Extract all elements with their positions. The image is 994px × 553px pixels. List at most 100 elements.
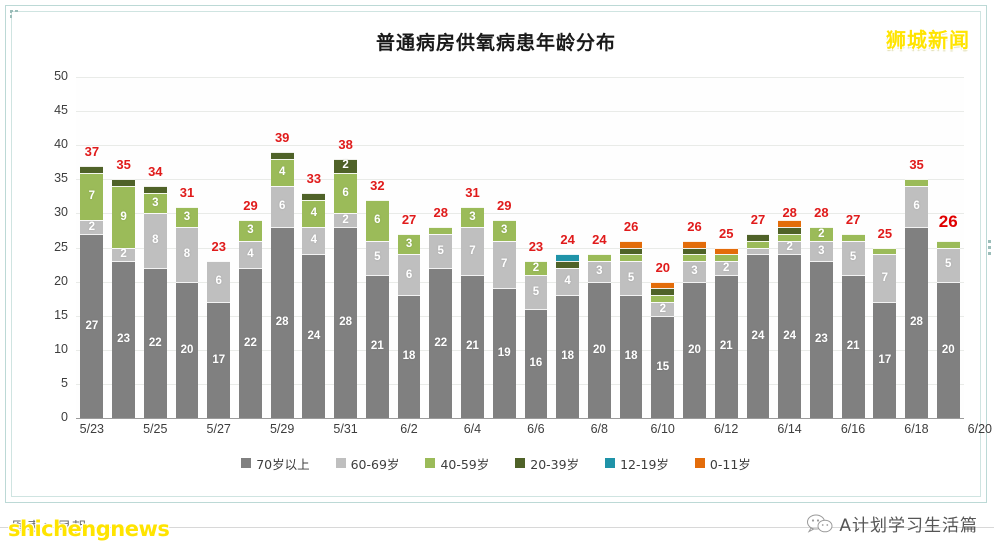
bar-segment[interactable]: 2 <box>651 302 675 316</box>
bar-segment[interactable]: 4 <box>270 158 294 187</box>
stacked-bar[interactable]: 11124 <box>746 233 770 418</box>
bar-segment[interactable]: 2 <box>809 227 833 241</box>
bar-slot[interactable]: 261520 <box>932 77 964 418</box>
bar-slot[interactable]: 24 1 3 20 <box>584 77 616 418</box>
bar-segment[interactable]: 2 <box>80 220 104 234</box>
bar-segment[interactable]: 20 <box>936 281 960 418</box>
bar-segment[interactable]: 4 <box>302 227 326 255</box>
bar-segment[interactable]: 1 <box>714 254 738 262</box>
stacked-bar[interactable]: 3 6 18 <box>397 233 421 418</box>
bar-slot[interactable]: 38 2 6 2 28 <box>330 77 362 418</box>
bar-segment[interactable]: 1 <box>873 247 897 255</box>
bar-segment[interactable]: 1 <box>778 233 802 241</box>
stacked-bar[interactable]: 111215 <box>651 281 675 418</box>
bar-segment[interactable]: 19 <box>492 288 516 418</box>
stacked-bar[interactable]: 1 3 8 22 <box>143 186 167 418</box>
bar-segment[interactable]: 1 <box>746 233 770 241</box>
bar-segment[interactable]: 1 <box>112 179 135 187</box>
bar-segment[interactable]: 1 <box>778 220 802 228</box>
bar-segment[interactable]: 23 <box>112 261 135 418</box>
bar-segment[interactable]: 1 <box>556 254 580 262</box>
bar-segment[interactable]: 2 <box>112 247 135 262</box>
stacked-bar[interactable]: 2 6 2 28 <box>334 158 358 418</box>
bar-segment[interactable]: 5 <box>619 261 643 296</box>
bar-slot[interactable]: 29 3 4 22 <box>235 77 267 418</box>
bar-segment[interactable]: 24 <box>778 254 802 418</box>
stacked-bar[interactable]: 111224 <box>778 220 802 418</box>
bar-segment[interactable]: 5 <box>936 247 960 282</box>
stacked-bar[interactable]: 1 4 6 28 <box>270 152 294 418</box>
bar-segment[interactable]: 22 <box>143 267 167 418</box>
bar-segment[interactable]: 5 <box>841 240 865 275</box>
stacked-bar[interactable]: 1628 <box>905 179 928 418</box>
legend-item-6[interactable]: 0-11岁 <box>694 454 751 473</box>
bar-segment[interactable]: 3 <box>492 220 516 241</box>
bar-slot[interactable]: 2511221 <box>710 77 742 418</box>
bar-segment[interactable]: 22 <box>239 267 262 418</box>
stacked-bar[interactable]: 1522 <box>429 227 453 418</box>
bar-segment[interactable]: 1 <box>587 254 611 262</box>
stacked-bar[interactable]: 3 7 21 <box>461 206 484 418</box>
bar-segment[interactable]: 18 <box>397 295 421 418</box>
stacked-bar[interactable]: 111320 <box>683 240 706 418</box>
bar-slot[interactable]: 35 1 9 2 23 <box>108 77 140 418</box>
bar-segment[interactable]: 22 <box>429 267 453 418</box>
bar-segment[interactable]: 2 <box>778 240 802 255</box>
legend-item-1[interactable]: 70岁以上 <box>241 454 310 473</box>
bar-slot[interactable]: 23 6 17 <box>203 77 235 418</box>
bar-segment[interactable]: 3 <box>397 233 421 255</box>
bar-slot[interactable]: 29 3 7 19 <box>488 77 520 418</box>
bar-segment[interactable]: 27 <box>80 233 104 418</box>
stacked-bar[interactable]: 1 7 2 27 <box>80 165 104 418</box>
bar-segment[interactable]: 18 <box>619 295 643 418</box>
bar-segment[interactable]: 1 <box>143 186 167 193</box>
stacked-bar[interactable]: 1 4 4 24 <box>302 192 326 418</box>
bar-segment[interactable]: 5 <box>524 274 548 309</box>
legend-item-2[interactable]: 60-69岁 <box>335 454 399 473</box>
bar-segment[interactable]: 3 <box>239 220 262 241</box>
bar-segment[interactable]: 3 <box>683 261 706 282</box>
bar-slot[interactable]: 27 3 6 18 <box>393 77 425 418</box>
legend-item-4[interactable]: 20-39岁 <box>515 454 579 473</box>
bar-slot[interactable]: 31 3 7 21 <box>457 77 489 418</box>
legend-item-5[interactable]: 12-19岁 <box>605 454 669 473</box>
bar-segment[interactable]: 20 <box>175 281 199 418</box>
bar-segment[interactable]: 1 <box>556 261 580 268</box>
bar-segment[interactable]: 1 <box>651 281 675 289</box>
bar-segment[interactable]: 6 <box>270 186 294 228</box>
bar-slot[interactable]: 34 1 3 8 22 <box>139 77 171 418</box>
bar-segment[interactable]: 1 <box>302 192 326 200</box>
bar-segment[interactable]: 7 <box>461 227 484 275</box>
stacked-bar[interactable]: 1 9 2 23 <box>112 179 135 418</box>
stacked-bar[interactable]: 2 3 23 <box>809 227 833 418</box>
bar-segment[interactable]: 21 <box>365 274 389 418</box>
stacked-bar[interactable]: 6 17 <box>207 261 231 418</box>
bar-segment[interactable]: 7 <box>80 172 104 221</box>
bar-segment[interactable]: 20 <box>587 281 611 418</box>
bar-segment[interactable]: 8 <box>143 213 167 268</box>
stacked-bar[interactable]: 3 7 19 <box>492 220 516 418</box>
bar-segment[interactable]: 21 <box>714 274 738 418</box>
bar-segment[interactable]: 2 <box>334 213 358 228</box>
bar-segment[interactable]: 28 <box>334 227 358 418</box>
stacked-bar[interactable]: 1521 <box>841 233 865 418</box>
bar-slot[interactable]: 2711124 <box>742 77 774 418</box>
bar-segment[interactable]: 4 <box>302 199 326 228</box>
bar-slot[interactable]: 23 2 5 16 <box>520 77 552 418</box>
bar-segment[interactable]: 1 <box>619 247 643 255</box>
bar-slot[interactable]: 31 3 8 20 <box>171 77 203 418</box>
bar-segment[interactable]: 1 <box>778 227 802 234</box>
bar-segment[interactable]: 1 <box>270 152 294 159</box>
bar-segment[interactable]: 5 <box>365 240 389 275</box>
bar-segment[interactable]: 18 <box>556 295 580 418</box>
bar-segment[interactable]: 24 <box>746 254 770 418</box>
stacked-bar[interactable]: 3 4 22 <box>239 220 262 418</box>
bar-segment[interactable]: 1 <box>651 288 675 296</box>
bar-segment[interactable]: 3 <box>175 206 199 228</box>
bar-segment[interactable]: 6 <box>905 186 928 228</box>
bar-segment[interactable]: 7 <box>492 240 516 289</box>
bar-segment[interactable]: 1 <box>619 254 643 262</box>
bar-segment[interactable]: 1 <box>746 240 770 248</box>
legend-item-3[interactable]: 40-59岁 <box>425 454 489 473</box>
stacked-bar[interactable]: 6 5 21 <box>365 199 389 418</box>
